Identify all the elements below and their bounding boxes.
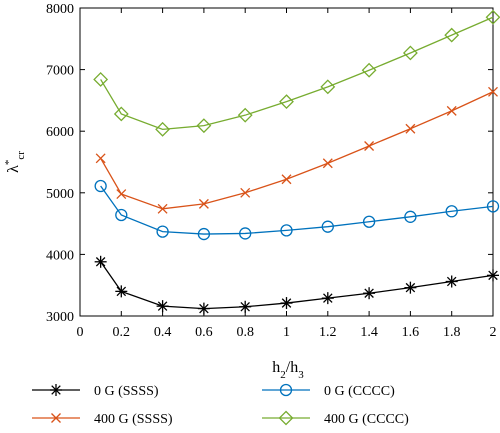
data-point	[155, 121, 171, 137]
x-tick-label: 0	[77, 325, 84, 340]
data-point	[321, 220, 334, 233]
data-point	[157, 203, 168, 214]
series-line	[100, 185, 494, 235]
legend-marker	[278, 410, 294, 426]
data-point	[237, 107, 253, 123]
data-point	[95, 153, 106, 164]
data-point	[279, 94, 294, 110]
data-point	[94, 255, 107, 268]
data-point	[196, 118, 212, 134]
y-tick-label: 5000	[46, 187, 74, 202]
x-tick-label: 0.2	[113, 325, 131, 340]
data-point	[488, 86, 498, 97]
data-point	[239, 300, 252, 313]
data-point	[446, 105, 457, 116]
data-point	[156, 225, 169, 238]
data-point	[363, 287, 376, 300]
data-point	[322, 158, 333, 169]
data-point	[404, 210, 417, 223]
x-tick-label: 1.4	[360, 325, 378, 340]
x-tick-label: 0.8	[236, 325, 254, 340]
legend-label: 0 G (CCCC)	[324, 384, 395, 399]
data-point	[197, 227, 211, 241]
y-axis-label: λ*cr	[3, 151, 27, 173]
legend: 0 G (SSSS) 0 G (CCCC) 400 G (SSSS) 400 G (C…	[32, 383, 409, 427]
data-point	[156, 300, 169, 313]
x-tick-label: 0.4	[154, 325, 172, 340]
data-point	[486, 200, 500, 213]
data-point	[405, 123, 416, 134]
data-point	[320, 79, 336, 95]
y-tick-label: 6000	[46, 125, 74, 140]
y-tick-label: 3000	[46, 310, 74, 325]
x-tick-label: 1.2	[319, 325, 337, 340]
legend-label: 0 G (SSSS)	[94, 384, 159, 399]
data-point	[197, 302, 210, 315]
x-tick-label: 1	[283, 325, 290, 340]
x-axis-label: h2/h3	[272, 359, 304, 381]
legend-marker	[50, 384, 62, 396]
y-tick-label: 8000	[46, 2, 74, 17]
data-point	[364, 141, 375, 151]
y-axis: 3000 4000 5000 6000 7000 8000	[46, 2, 493, 325]
data-point	[115, 285, 128, 298]
data-point	[487, 269, 499, 282]
data-point	[404, 281, 417, 294]
data-point	[445, 275, 458, 288]
data-point	[321, 292, 334, 305]
data-point	[281, 174, 292, 185]
legend-item: 400 G (SSSS)	[32, 412, 173, 427]
x-axis: 0 0.2 0.4 0.6 0.8 1 1.2 1.4 1.6 1.8 2	[77, 8, 497, 340]
data-point	[240, 187, 251, 198]
data-point	[113, 106, 129, 122]
data-point	[115, 208, 128, 222]
x-tick-label: 2	[490, 325, 497, 340]
legend-marker	[279, 383, 293, 397]
legend-label: 400 G (SSSS)	[94, 412, 173, 427]
data-point	[280, 224, 293, 237]
x-tick-label: 0.6	[195, 325, 213, 340]
legend-marker	[51, 413, 61, 423]
data-point	[94, 179, 107, 193]
legend-item: 400 G (CCCC)	[262, 410, 409, 427]
data-point	[362, 215, 376, 228]
data-point	[93, 72, 109, 87]
data-point	[198, 198, 209, 209]
data-point	[444, 27, 460, 43]
data-point	[445, 205, 458, 218]
plot-area	[79, 7, 494, 317]
series-line	[100, 16, 494, 131]
data-point	[239, 227, 252, 240]
y-tick-label: 4000	[46, 248, 74, 263]
data-point	[485, 9, 500, 25]
data-point	[116, 189, 127, 199]
x-tick-label: 1.6	[402, 325, 420, 340]
y-tick-label: 7000	[46, 64, 74, 79]
legend-item: 0 G (SSSS)	[32, 384, 159, 399]
legend-item: 0 G (CCCC)	[262, 383, 395, 399]
legend-label: 400 G (CCCC)	[324, 412, 409, 427]
x-tick-label: 1.8	[443, 325, 461, 340]
data-point	[280, 297, 293, 310]
series-layer	[93, 9, 500, 315]
data-point	[361, 62, 377, 78]
data-point	[402, 45, 418, 61]
